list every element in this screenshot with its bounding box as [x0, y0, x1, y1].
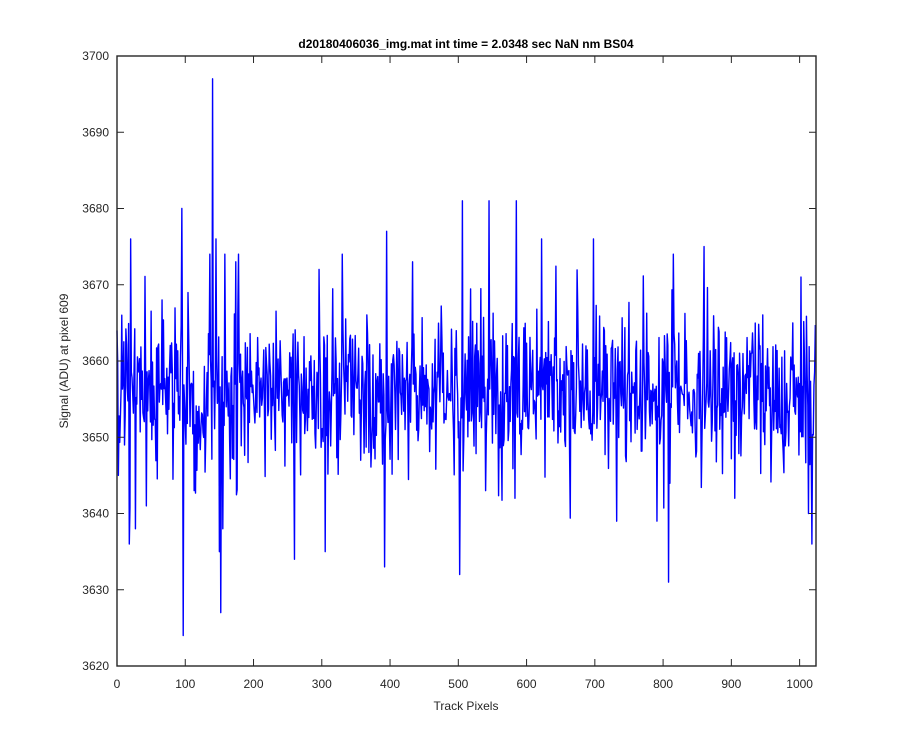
x-tick-label: 200 — [244, 677, 264, 691]
x-tick-label: 800 — [653, 677, 673, 691]
y-tick-label: 3630 — [82, 583, 109, 597]
y-tick-label: 3660 — [82, 354, 109, 368]
y-tick-label: 3640 — [82, 507, 109, 521]
y-axis-label: Signal (ADU) at pixel 609 — [57, 293, 71, 428]
series-layer — [116, 78, 817, 637]
x-tick-label: 400 — [380, 677, 400, 691]
chart-title: d20180406036_img.mat int time = 2.0348 s… — [298, 37, 634, 51]
y-tick-label: 3620 — [82, 659, 109, 673]
x-tick-label: 1000 — [786, 677, 813, 691]
x-axis-label: Track Pixels — [434, 699, 499, 713]
x-tick-label: 100 — [175, 677, 195, 691]
x-tick-label: 900 — [721, 677, 741, 691]
x-tick-label: 700 — [585, 677, 605, 691]
y-tick-label: 3690 — [82, 125, 109, 139]
y-tick-label: 3650 — [82, 430, 109, 444]
x-tick-label: 300 — [312, 677, 332, 691]
x-tick-label: 600 — [517, 677, 537, 691]
x-tick-label: 500 — [448, 677, 468, 691]
signal-series-line — [116, 78, 817, 637]
y-tick-label: 3670 — [82, 278, 109, 292]
axes-box — [116, 55, 817, 667]
y-tick-label: 3680 — [82, 202, 109, 216]
y-tick-label: 3700 — [82, 49, 109, 63]
tick-layer: 0 100 200 300 400 500 600 700 800 900 1000 3620 3630… — [82, 49, 816, 691]
x-tick-label: 0 — [114, 677, 121, 691]
